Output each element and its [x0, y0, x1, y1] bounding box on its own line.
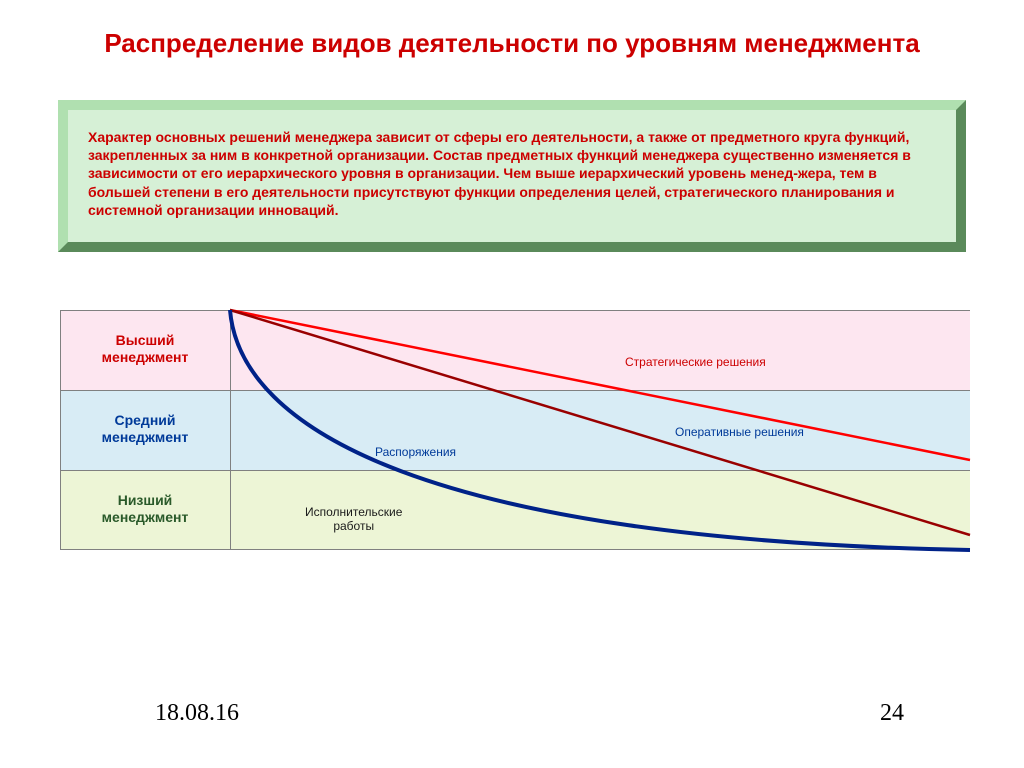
- info-box-text: Характер основных решений менеджера зави…: [68, 110, 956, 237]
- curve-label-instructions: Распоряжения: [375, 445, 456, 459]
- page-title: Распределение видов деятельности по уров…: [0, 28, 1024, 59]
- chart-row-label: Высшийменеджмент: [60, 332, 230, 366]
- curve-operational: [230, 310, 970, 535]
- chart-row-label: Среднийменеджмент: [60, 412, 230, 446]
- chart-row-label: Низшийменеджмент: [60, 492, 230, 526]
- curve-strategic: [230, 310, 970, 460]
- slide: Распределение видов деятельности по уров…: [0, 0, 1024, 768]
- management-chart: Высшийменеджмент Среднийменеджмент Низшийм…: [60, 310, 970, 550]
- info-box: Характер основных решений менеджера зави…: [58, 100, 966, 252]
- curve-label-operational: Оперативные решения: [675, 425, 804, 439]
- footer-page-number: 24: [880, 700, 904, 727]
- curve-label-strategic: Стратегические решения: [625, 355, 766, 369]
- curve-label-executive: Исполнительскиеработы: [305, 505, 402, 534]
- footer-date: 18.08.16: [155, 700, 239, 727]
